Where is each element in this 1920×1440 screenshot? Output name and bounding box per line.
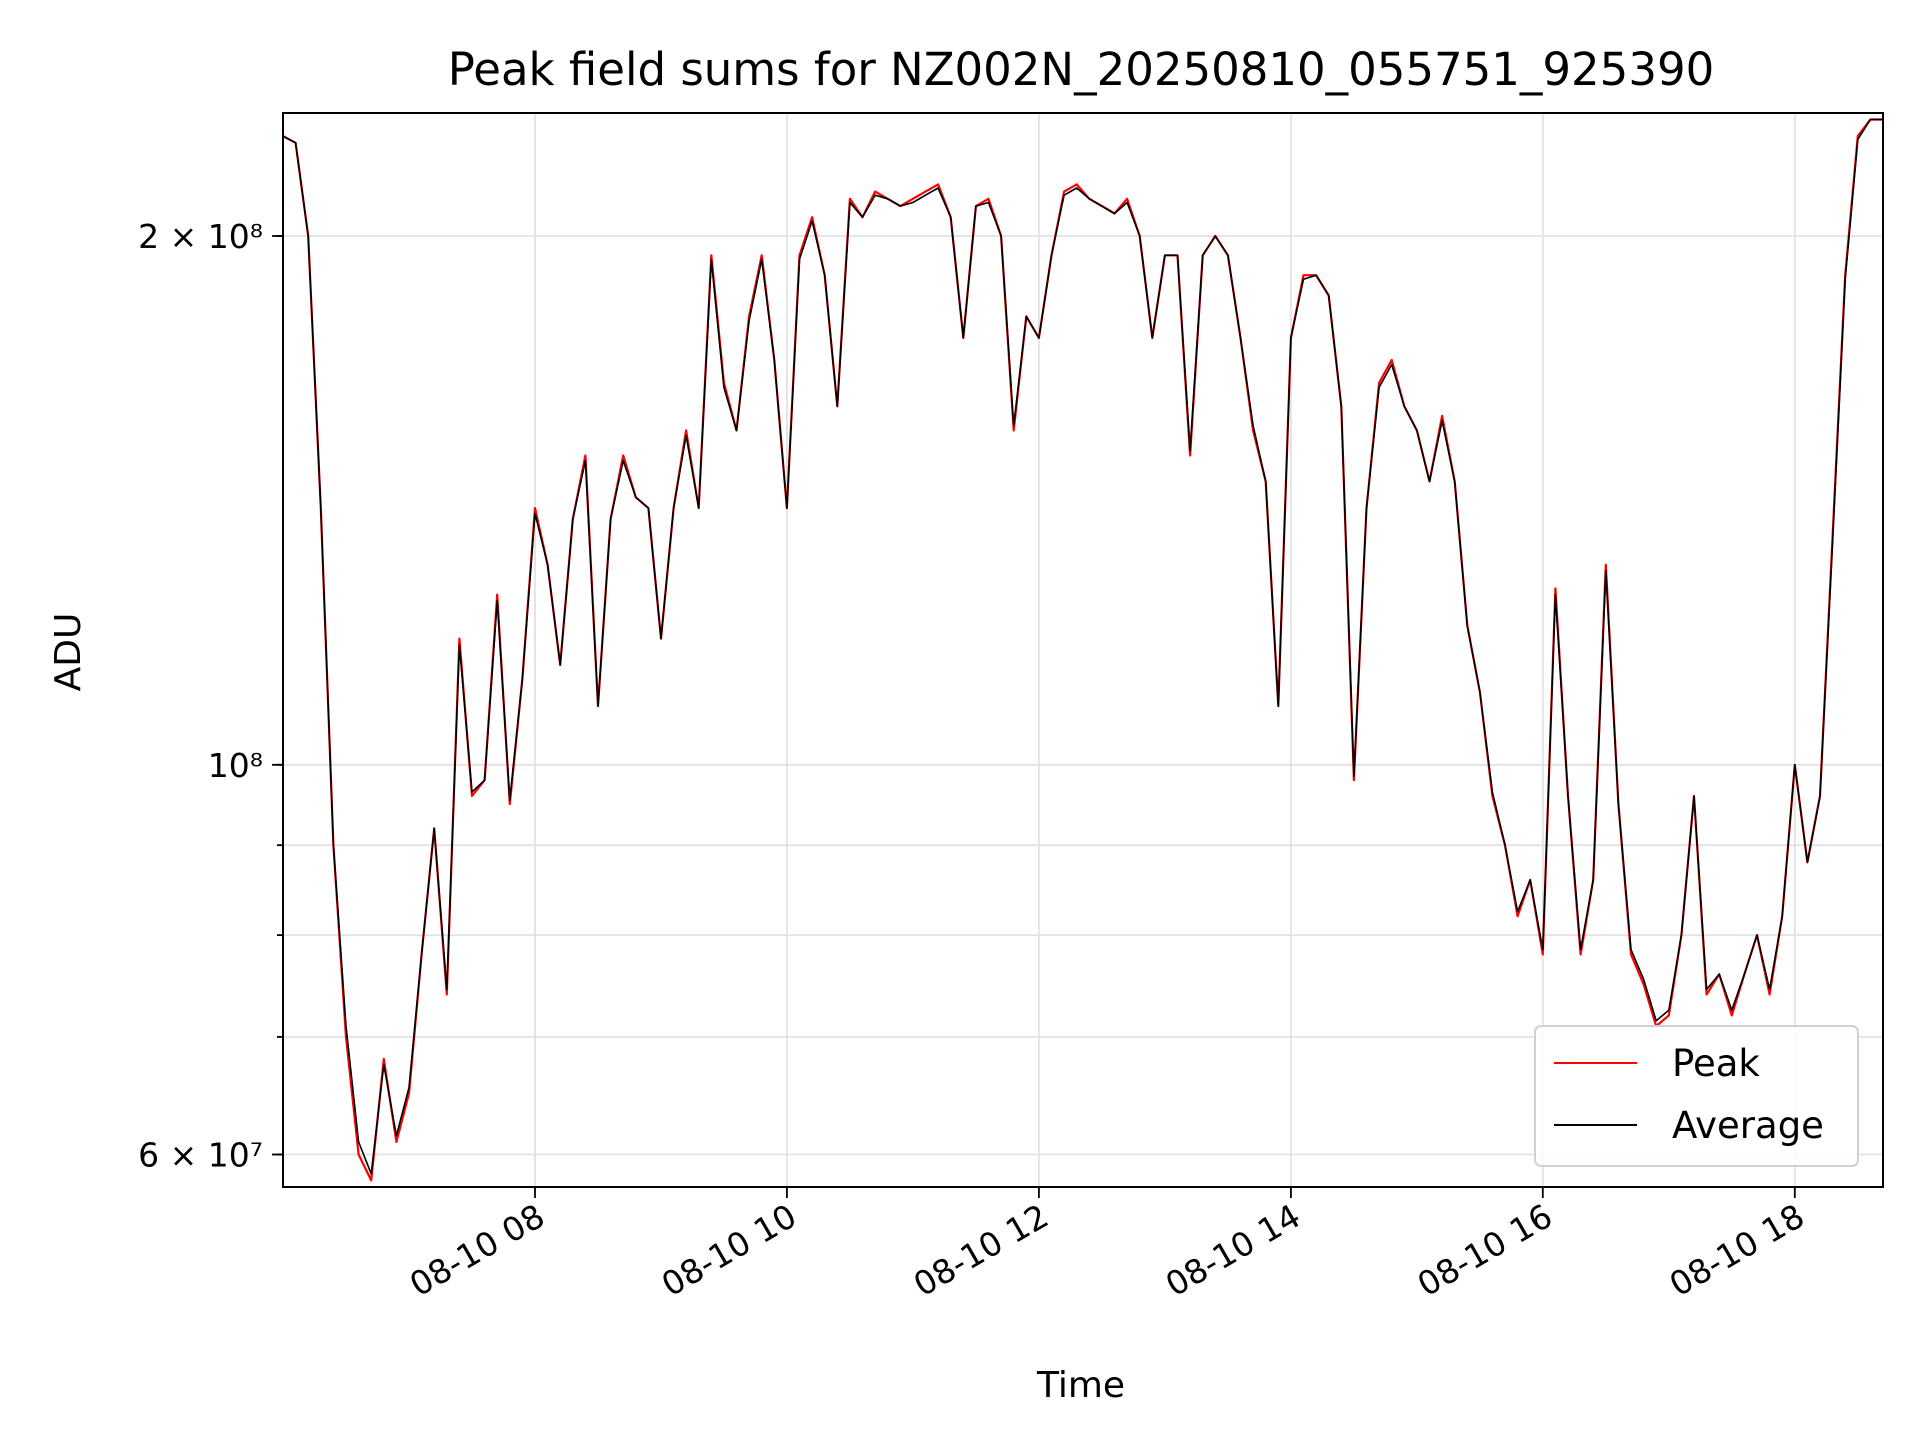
y-axis-label: ADU — [48, 613, 89, 692]
legend-box — [1534, 1025, 1859, 1167]
legend: Peak Average — [1534, 1025, 1859, 1167]
chart-title: Peak field sums for NZ002N_20250810_0557… — [448, 43, 1714, 96]
x-axis-label: Time — [1036, 1365, 1125, 1406]
y-axis: 6 × 10⁷ 10⁸ 2 × 10⁸ — [138, 217, 283, 1175]
plot-frame — [282, 112, 1884, 1188]
legend-label-peak: Peak — [1672, 1042, 1760, 1085]
y-tick-label: 6 × 10⁷ — [138, 1136, 263, 1175]
grid-layer — [283, 113, 1883, 1187]
legend-label-average: Average — [1672, 1104, 1824, 1147]
y-tick-label: 2 × 10⁸ — [138, 217, 263, 256]
series-line-average — [283, 118, 1883, 1175]
series-layer — [283, 118, 1883, 1182]
y-tick-label: 10⁸ — [208, 746, 263, 785]
